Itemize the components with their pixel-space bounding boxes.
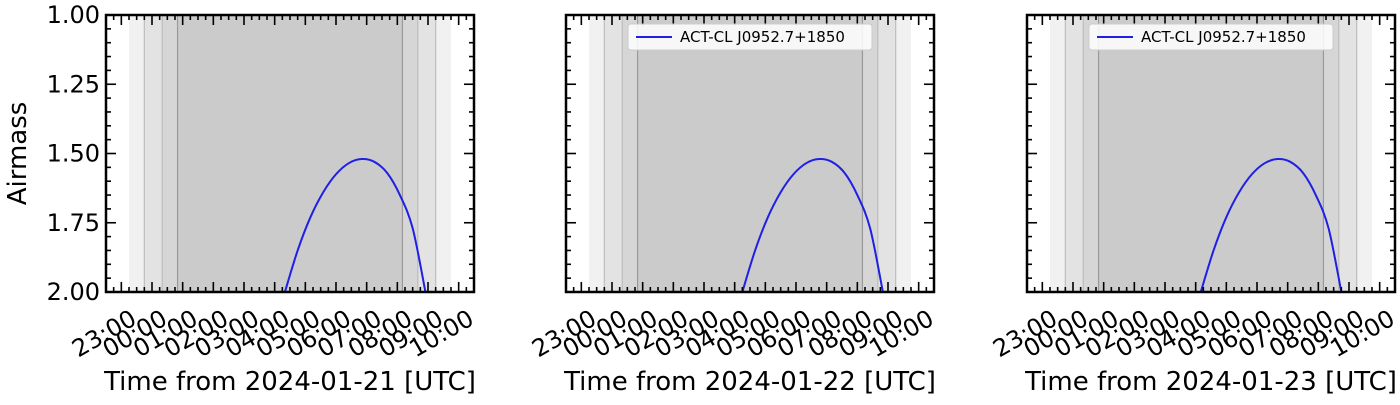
plot-area (1050, 15, 1372, 292)
shade-night (637, 15, 863, 292)
y-axis-title: Airmass (3, 102, 33, 206)
plot-area (129, 15, 451, 292)
chart-panel-1: 1.001.251.501.752.0023:0000:0001:0002:00… (3, 1, 478, 397)
x-tick-label: 10:00 (865, 304, 939, 363)
chart-panel-3: 23:0000:0001:0002:0003:0004:0005:0006:00… (988, 13, 1400, 397)
legend-label: ACT-CL J0952.7+1850 (1141, 28, 1306, 46)
y-tick-label: 1.50 (47, 140, 100, 168)
x-axis-title: Time from 2024-01-22 [UTC] (563, 367, 936, 397)
y-tick-label: 2.00 (47, 278, 100, 306)
legend-box (1088, 23, 1334, 51)
legend-box (627, 23, 873, 51)
x-axis-title: Time from 2024-01-21 [UTC] (103, 367, 476, 397)
x-tick-label: 10:00 (405, 304, 479, 363)
x-axis-title: Time from 2024-01-23 [UTC] (1024, 367, 1397, 397)
legend-label: ACT-CL J0952.7+1850 (680, 28, 845, 46)
airmass-series-line-1 (1199, 157, 1343, 292)
y-tick-label: 1.75 (47, 209, 100, 237)
shade-night (1098, 15, 1324, 292)
chart-panel-2: 23:0000:0001:0002:0003:0004:0005:0006:00… (527, 13, 939, 397)
legend: ACT-CL J0952.7+1850 (627, 23, 873, 51)
y-tick-label: 1.00 (47, 1, 100, 29)
y-tick-label: 1.25 (47, 70, 100, 98)
plot-area (589, 15, 911, 292)
x-tick-label: 10:00 (1326, 304, 1400, 363)
airmass-series-line-1 (741, 157, 884, 292)
legend: ACT-CL J0952.7+1850 (1088, 23, 1334, 51)
airmass-series-line-1 (283, 157, 427, 292)
shade-night (177, 15, 403, 292)
